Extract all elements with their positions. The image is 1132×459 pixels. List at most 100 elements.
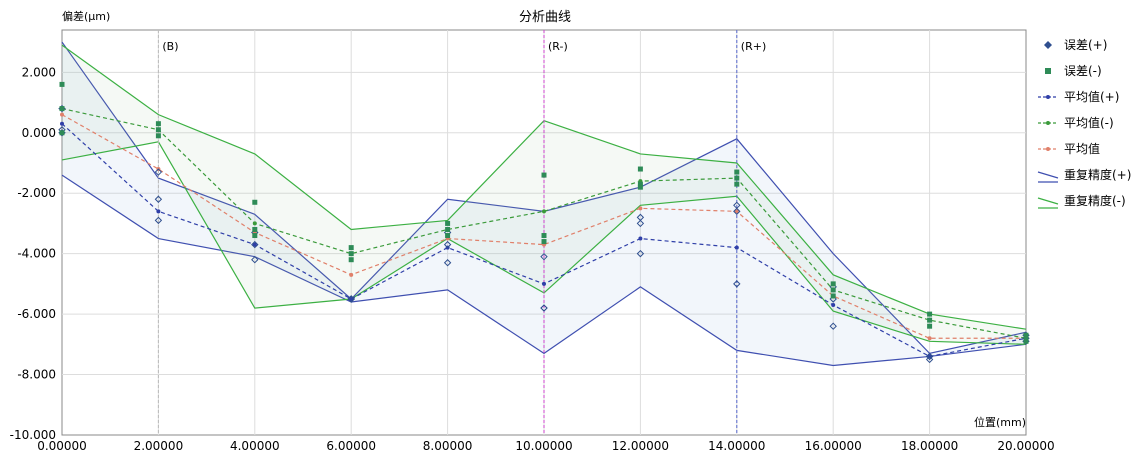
error-plus-point (154, 168, 163, 176)
mean-point (734, 245, 739, 250)
reference-label: (R+) (741, 40, 766, 53)
mean-point (156, 209, 161, 214)
y-tick-label: 2.000 (22, 65, 56, 79)
error-plus-point (443, 240, 452, 249)
x-tick-label: 0.00000 (37, 439, 87, 453)
error-minus-point (155, 127, 161, 133)
error-minus-point (541, 233, 547, 239)
legend-entry-label: 平均值(+) (1064, 89, 1119, 104)
error-plus-point (251, 240, 259, 249)
error-minus-point (348, 245, 354, 251)
mean-point (542, 281, 546, 286)
mean-point (252, 242, 257, 247)
x-tick-label: 2.00000 (134, 439, 184, 453)
error-minus-point (445, 220, 451, 226)
legend-entry-label: 误差(-) (1064, 64, 1102, 78)
y-axis-label: 偏差(μm) (62, 9, 110, 23)
error-plus-point (540, 252, 548, 261)
legend-swatch-band (1037, 197, 1059, 205)
x-tick-label: 8.00000 (423, 439, 473, 453)
mean-point (638, 206, 643, 211)
x-axis-label: 位置(mm) (974, 415, 1026, 429)
reference-label: (R-) (548, 40, 568, 53)
error-minus-point (541, 172, 547, 178)
x-tick-label: 20.00000 (997, 439, 1054, 453)
mean-point (349, 272, 354, 277)
legend-swatch-band (1037, 171, 1059, 179)
legend-swatch-dot (1046, 121, 1050, 125)
error-plus-point (636, 219, 645, 228)
y-tick-label: -8.000 (17, 368, 56, 382)
y-tick-label: -6.000 (17, 307, 56, 321)
error-minus-point (637, 166, 643, 172)
error-plus-point (925, 355, 934, 364)
band-fill (62, 42, 1026, 366)
error-minus-point (445, 226, 451, 232)
error-minus-point (734, 181, 740, 187)
error-plus-point (829, 322, 837, 330)
legend-swatch-dot (1046, 95, 1050, 99)
error-minus-point (927, 323, 933, 329)
mean-point (349, 296, 354, 301)
error-plus-point (443, 259, 452, 267)
error-minus-point (155, 133, 161, 139)
y-tick-label: 0.000 (22, 126, 56, 140)
error-plus-point (733, 280, 741, 288)
x-tick-label: 6.00000 (326, 439, 376, 453)
legend-entry-label: 误差(+) (1064, 38, 1107, 52)
mean-point (252, 221, 257, 226)
error-plus-point (636, 249, 645, 258)
legend-entry-label: 重复精度(-) (1064, 193, 1126, 208)
legend-entry-label: 平均值 (1064, 141, 1100, 156)
mean-point (734, 209, 739, 214)
legend-entry-label: 平均值(-) (1064, 115, 1114, 130)
error-minus-point (927, 317, 933, 323)
error-minus-point (155, 121, 161, 127)
error-minus-point (830, 287, 836, 293)
mean-point (60, 121, 64, 126)
error-minus-point (252, 233, 258, 239)
band-fill (62, 45, 1026, 345)
error-minus-point (59, 106, 65, 112)
error-plus-point (733, 207, 741, 216)
error-plus-point (925, 352, 934, 361)
mean-point (638, 236, 643, 241)
x-tick-label: 10.00000 (515, 439, 572, 453)
legend-swatch-dot (1046, 147, 1050, 151)
x-tick-label: 16.00000 (805, 439, 862, 453)
legend-entry-label: 重复精度(+) (1064, 167, 1131, 182)
legend-swatch-diamond (1044, 41, 1052, 49)
error-minus-point (348, 251, 354, 257)
error-minus-point (445, 233, 451, 239)
error-minus-point (637, 184, 643, 190)
chart-title: 分析曲线 (519, 10, 571, 25)
mean-point (60, 112, 64, 117)
error-minus-point (348, 257, 354, 263)
error-minus-point (830, 281, 836, 287)
error-minus-point (59, 81, 65, 87)
error-minus-point (1023, 332, 1029, 338)
error-minus-point (1023, 338, 1029, 344)
mean-point (831, 303, 836, 308)
error-minus-point (734, 169, 740, 175)
error-minus-point (59, 130, 65, 136)
error-plus-point (540, 304, 548, 312)
error-minus-point (252, 226, 258, 232)
mean-line (61, 107, 1027, 339)
error-plus-point (154, 195, 163, 203)
y-tick-label: -10.000 (10, 428, 56, 442)
x-tick-label: 12.00000 (612, 439, 669, 453)
mean-point (927, 336, 932, 341)
error-plus-point (251, 255, 259, 264)
error-minus-point (734, 175, 740, 181)
error-minus-point (927, 311, 933, 317)
x-tick-label: 4.00000 (230, 439, 280, 453)
error-minus-point (637, 181, 643, 187)
mean-point (542, 209, 546, 214)
error-minus-point (830, 293, 836, 299)
error-minus-point (1023, 335, 1029, 341)
reference-label: (B) (162, 40, 178, 53)
